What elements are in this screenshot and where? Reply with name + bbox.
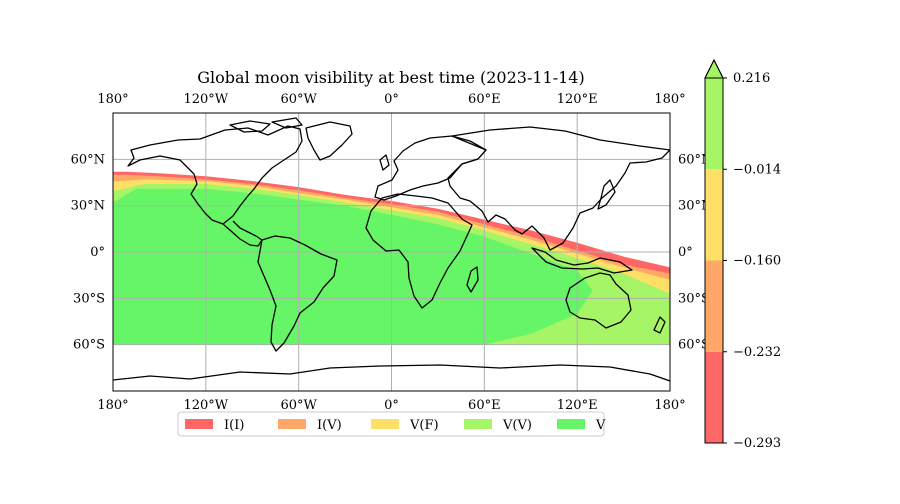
lat-label-right: 60°S <box>678 338 710 353</box>
coastline-greenland <box>305 121 353 161</box>
lon-label-top: 0° <box>384 92 399 107</box>
colorbar-segment <box>705 169 723 261</box>
colorbar-tick-label: −0.160 <box>733 254 781 269</box>
latitude-labels-left: 60°N 30°N 0° 30°S 60°S <box>71 152 105 352</box>
lat-label-left: 30°N <box>71 199 105 214</box>
lon-label-bottom: 60°W <box>280 398 317 413</box>
latitude-labels-right: 60°N 30°N 0° 30°S 60°S <box>678 152 712 352</box>
longitude-labels-bottom: 180° 120°W 60°W 0° 60°E 120°E 180° <box>97 398 685 413</box>
coastline-asia <box>447 126 670 251</box>
legend-swatch <box>278 419 306 429</box>
graticule <box>113 113 670 391</box>
lon-label-bottom: 60°E <box>468 398 501 413</box>
coastline-japan <box>597 179 616 210</box>
colorbar-tick-label: −0.232 <box>733 345 781 360</box>
colorbar-tick-label: −0.293 <box>733 436 781 451</box>
colorbar-tick-label: −0.014 <box>733 162 781 177</box>
colorbar-segment <box>705 351 723 443</box>
legend-label: I(V) <box>317 418 342 433</box>
lon-label-top: 60°E <box>468 92 501 107</box>
map-panel: 180° 120°W 60°W 0° 60°E 120°E 180° 180° 120°W 60… <box>71 92 713 413</box>
legend: I(I) I(V) V(F) V(V) V <box>177 411 606 437</box>
coastline-antarctica <box>113 364 670 382</box>
lat-label-left: 30°S <box>73 291 105 306</box>
lon-label-top: 120°E <box>557 92 598 107</box>
lat-label-left: 60°N <box>71 152 105 167</box>
lon-label-bottom: 180° <box>97 398 128 413</box>
lat-label-left: 0° <box>90 245 105 260</box>
lat-label-left: 60°S <box>73 338 105 353</box>
lat-label-right: 0° <box>678 245 693 260</box>
legend-label: V <box>595 418 606 433</box>
lon-label-top: 180° <box>97 92 128 107</box>
coastline-arctic-islands <box>229 117 303 133</box>
colorbar-segment <box>705 78 723 170</box>
legend-swatch <box>371 419 399 429</box>
coastline-uk <box>379 154 390 171</box>
lat-label-right: 30°N <box>678 199 712 214</box>
legend-swatch <box>464 419 492 429</box>
coastline-indonesia <box>531 247 633 274</box>
map-frame <box>112 112 671 392</box>
coastline-africa <box>365 193 473 309</box>
lon-label-bottom: 0° <box>384 398 399 413</box>
lat-label-right: 30°S <box>678 291 710 306</box>
coastline-central-america <box>222 220 263 247</box>
lon-label-bottom: 180° <box>654 398 685 413</box>
coastline-europe <box>374 135 487 201</box>
lon-label-bottom: 120°E <box>557 398 598 413</box>
colorbar-tick-label: 0.216 <box>733 71 770 86</box>
legend-swatch <box>185 419 213 429</box>
colorbar: −0.293 −0.232 −0.160 −0.014 0.216 <box>704 58 781 451</box>
colorbar-segment <box>705 260 723 352</box>
legend-label: V(F) <box>409 418 439 433</box>
lat-label-right: 60°N <box>678 152 712 167</box>
coastline-new-zealand <box>653 316 666 334</box>
colorbar-extend-arrow <box>704 58 724 79</box>
coastlines <box>113 117 670 382</box>
zone-5 <box>113 188 593 345</box>
legend-swatch <box>557 419 585 429</box>
coastline-south-america <box>257 235 338 352</box>
map-title: Global moon visibility at best time (202… <box>197 68 584 87</box>
lon-label-bottom: 120°W <box>183 398 228 413</box>
lon-label-top: 60°W <box>280 92 317 107</box>
coastline-north-america <box>127 125 303 225</box>
legend-label: I(I) <box>224 418 244 433</box>
lon-label-top: 120°W <box>183 92 228 107</box>
lon-label-top: 180° <box>654 92 685 107</box>
legend-label: V(V) <box>502 418 532 433</box>
longitude-labels-top: 180° 120°W 60°W 0° 60°E 120°E 180° <box>97 92 685 107</box>
coastline-madagascar <box>466 266 479 293</box>
coastline-australia <box>565 272 632 329</box>
